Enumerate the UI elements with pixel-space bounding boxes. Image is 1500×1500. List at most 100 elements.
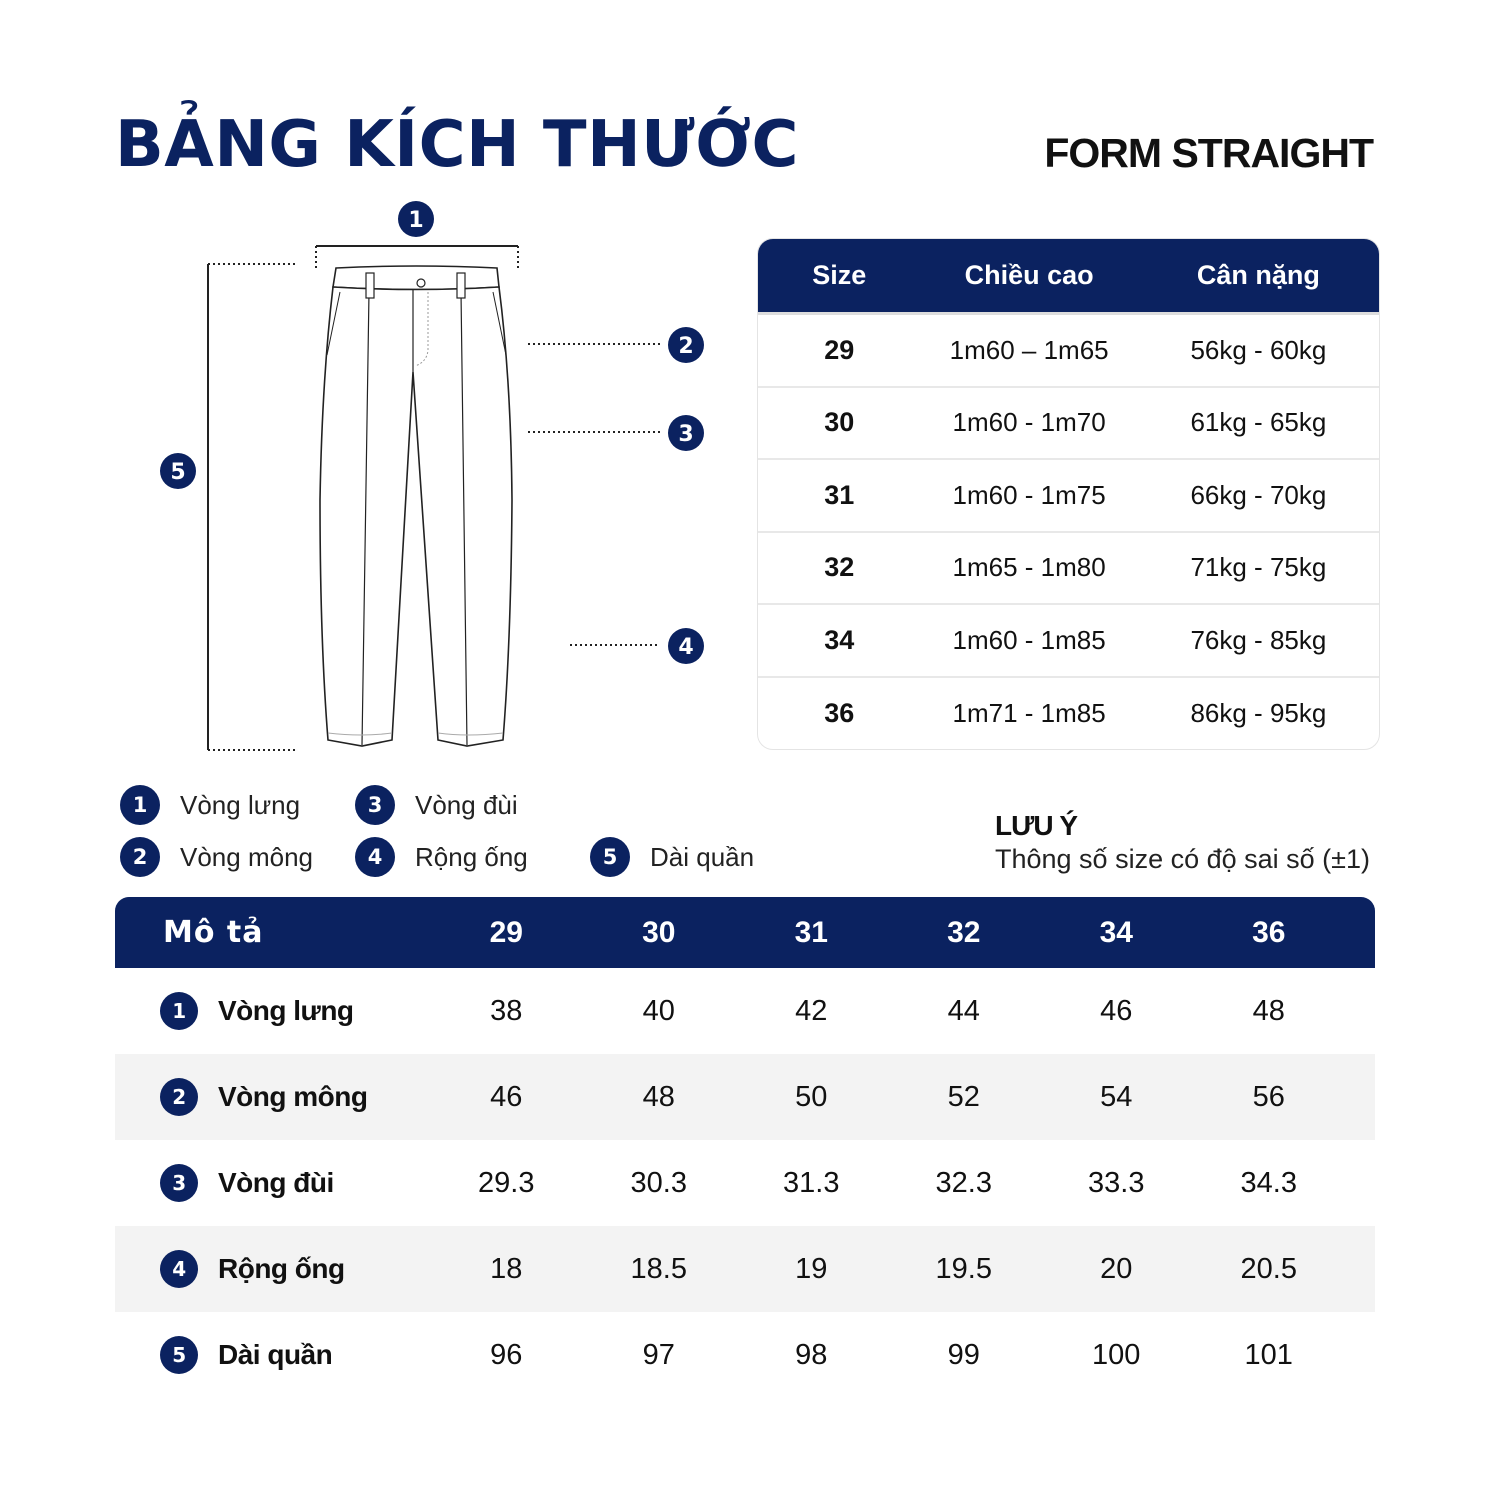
svg-text:3: 3 [678, 422, 693, 447]
form-label: FORM STRAIGHT [1044, 130, 1374, 176]
cell-height: 1m60 - 1m85 [952, 624, 1106, 655]
size-table-row: 34 1m60 - 1m85 76kg - 85kg [758, 605, 1379, 678]
number-badge-icon: 1 [120, 785, 160, 825]
legend-item: 4 Rộng ống [355, 837, 528, 877]
cell-size: 29 [824, 334, 855, 365]
measurement-value: 46 [490, 1080, 523, 1113]
measurement-value: 34.3 [1240, 1166, 1297, 1199]
size-table-row: 31 1m60 - 1m75 66kg - 70kg [758, 460, 1379, 533]
measurement-row: 4 Rộng ống 18 18.5 19 19.5 20 20.5 [115, 1226, 1375, 1312]
note-title: LƯU Ý [995, 810, 1078, 841]
measure-lines [207, 245, 660, 751]
number-badge-icon: 5 [160, 1336, 198, 1374]
header-size: 31 [794, 915, 828, 949]
cell-weight: 86kg - 95kg [1190, 698, 1327, 729]
cell-size: 34 [824, 624, 855, 655]
marker-2: 2 [668, 327, 704, 363]
number-badge-icon: 1 [160, 992, 198, 1030]
legend-label: Vòng mông [180, 841, 313, 872]
legend-item: 3 Vòng đùi [355, 785, 518, 825]
note-text: Thông số size có độ sai số (±1) [995, 844, 1370, 874]
pants-icon [319, 265, 513, 747]
cell-size: 31 [824, 479, 855, 510]
number-badge-icon: 4 [160, 1250, 198, 1288]
measurement-row: 2 Vòng mông 46 48 50 52 54 56 [115, 1054, 1375, 1140]
svg-text:1: 1 [408, 208, 423, 233]
svg-text:4: 4 [678, 635, 693, 660]
size-table-row: 30 1m60 - 1m70 61kg - 65kg [758, 388, 1379, 460]
cell-weight: 56kg - 60kg [1190, 334, 1327, 365]
cell-weight: 61kg - 65kg [1190, 407, 1327, 438]
row-label-text: Vòng lưng [218, 995, 354, 1026]
measurement-value: 101 [1244, 1338, 1293, 1371]
measurement-value: 32.3 [935, 1166, 992, 1199]
cell-height: 1m71 - 1m85 [952, 698, 1106, 729]
cell-weight: 76kg - 85kg [1190, 624, 1327, 655]
marker-1: 1 [398, 201, 434, 237]
row-label-text: Vòng đùi [218, 1167, 334, 1198]
row-label-text: Dài quần [218, 1339, 333, 1370]
size-table-row: 36 1m71 - 1m85 86kg - 95kg [758, 678, 1379, 750]
legend-label: Vòng lưng [180, 789, 301, 820]
size-table-header: Size Chiều cao Cân nặng [758, 239, 1379, 315]
measurement-value: 44 [947, 994, 980, 1027]
header-size: 34 [1099, 915, 1133, 949]
legend-item: 1 Vòng lưng [120, 785, 300, 825]
size-table: Size Chiều cao Cân nặng 29 1m60 – 1m65 56k… [757, 238, 1380, 750]
measurement-row: 1 Vòng lưng 38 40 42 44 46 48 [115, 968, 1375, 1054]
number-badge-icon: 2 [160, 1078, 198, 1116]
measurement-value: 29.3 [478, 1166, 535, 1199]
marker-3: 3 [668, 415, 704, 451]
header-size: 32 [947, 915, 981, 949]
row-label-text: Rộng ống [218, 1253, 345, 1284]
measurement-value: 50 [795, 1080, 828, 1113]
row-label-text: Vòng mông [218, 1081, 368, 1112]
measurement-value: 19 [795, 1252, 828, 1285]
number-badge-icon: 5 [590, 837, 630, 877]
marker-4: 4 [668, 628, 704, 664]
header-size: 36 [1252, 915, 1286, 949]
legend-label: Vòng đùi [415, 789, 518, 820]
row-label: 4 Rộng ống [115, 1250, 430, 1288]
size-table-row: 29 1m60 – 1m65 56kg - 60kg [758, 315, 1379, 388]
measurement-table-header: Mô tả 29 30 31 32 34 36 [115, 897, 1375, 968]
measurement-value: 20 [1100, 1252, 1133, 1285]
page-title: BẢNG KÍCH THƯỚC [115, 108, 799, 182]
measurement-value: 96 [490, 1338, 523, 1371]
pants-diagram: 1 2 3 4 5 [160, 201, 704, 751]
header-description: Mô tả [163, 915, 264, 950]
number-badge-icon: 3 [355, 785, 395, 825]
number-badge-icon: 2 [120, 837, 160, 877]
measurement-value: 56 [1252, 1080, 1285, 1113]
measurement-value: 48 [642, 1080, 675, 1113]
measurement-table: Mô tả 29 30 31 32 34 36 1 Vòng lưng 38 40 42… [115, 897, 1375, 1398]
legend-label: Rộng ống [415, 841, 528, 872]
header-size: Size [812, 260, 867, 290]
measurement-row: 5 Dài quần 96 97 98 99 100 101 [115, 1312, 1375, 1398]
svg-text:5: 5 [170, 460, 185, 485]
cell-size: 32 [824, 552, 855, 583]
row-label: 1 Vòng lưng [115, 992, 430, 1030]
cell-height: 1m60 - 1m75 [952, 479, 1106, 510]
svg-text:2: 2 [678, 334, 693, 359]
number-badge-icon: 3 [160, 1164, 198, 1202]
size-table-row: 32 1m65 - 1m80 71kg - 75kg [758, 533, 1379, 605]
measurement-value: 54 [1100, 1080, 1133, 1113]
row-label: 5 Dài quần [115, 1336, 430, 1374]
measurement-value: 97 [642, 1338, 675, 1371]
measurement-value: 18 [490, 1252, 523, 1285]
measurement-value: 40 [642, 994, 675, 1027]
measurement-value: 46 [1100, 994, 1133, 1027]
legend-item: 2 Vòng mông [120, 837, 313, 877]
header-size: 30 [642, 915, 676, 949]
row-label: 2 Vòng mông [115, 1078, 430, 1116]
measurement-value: 31.3 [783, 1166, 840, 1199]
marker-5: 5 [160, 453, 196, 489]
measurement-value: 30.3 [630, 1166, 687, 1199]
measurement-value: 20.5 [1240, 1252, 1297, 1285]
row-label: 3 Vòng đùi [115, 1164, 430, 1202]
number-badge-icon: 4 [355, 837, 395, 877]
measurement-value: 48 [1252, 994, 1285, 1027]
measurement-value: 99 [947, 1338, 980, 1371]
header-size: 29 [489, 915, 523, 949]
